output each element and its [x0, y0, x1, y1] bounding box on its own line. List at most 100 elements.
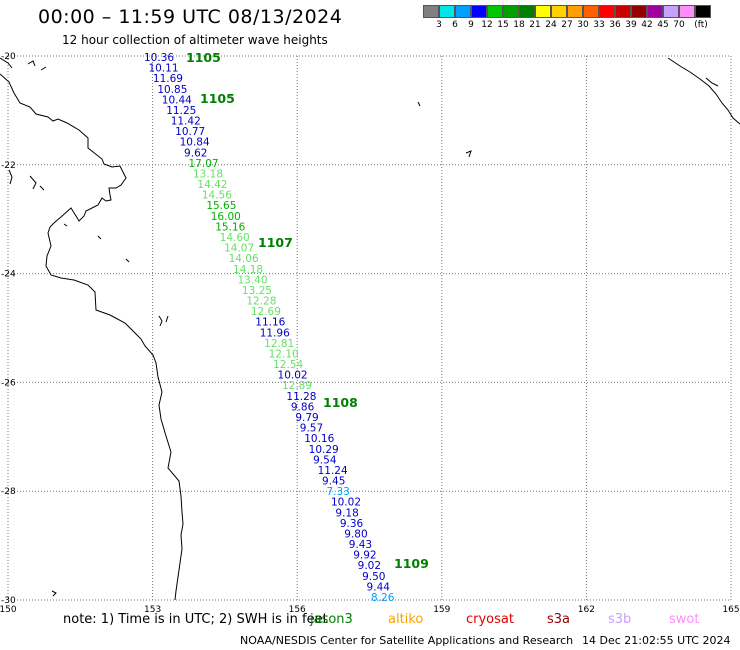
color-legend: 3 6 9 12 15 18 21 24 27 30 33 36 39 42 45 70 (ft) [423, 5, 711, 32]
wave-height-value: 13.25 [242, 285, 272, 297]
legend-tick-label: 33 [593, 20, 605, 30]
legend-tick-label: 24 [545, 20, 557, 30]
wave-height-value: 14.60 [220, 232, 250, 244]
legend-tick-label: 27 [561, 20, 573, 30]
island-fragment [125, 258, 130, 263]
wave-height-value: 9.57 [300, 423, 323, 435]
wave-height-value: 12.28 [246, 296, 276, 308]
page-subtitle: 12 hour collection of altimeter wave hei… [62, 33, 328, 47]
new-caledonia-coastline [667, 57, 740, 125]
legend-swatches [423, 5, 711, 18]
island-fragment [165, 315, 169, 323]
wave-height-value: 14.06 [229, 253, 259, 265]
wave-height-value: 10.77 [175, 126, 205, 138]
wave-height-value: 9.43 [349, 539, 372, 551]
legend-tick-label: 3 [436, 20, 442, 30]
wave-height-value: 12.81 [264, 338, 294, 350]
legend-swatch [423, 5, 439, 18]
wave-height-value: 16.00 [211, 211, 241, 223]
legend-tick-label: 45 [657, 20, 669, 30]
legend-tick-label: 30 [577, 20, 589, 30]
legend-swatch [519, 5, 535, 18]
northern-coast-fragment [0, 57, 13, 69]
wave-height-value: 10.84 [180, 137, 210, 149]
legend-swatch [439, 5, 455, 18]
altimeter-track: 10.3610.1111.6910.8510.4411.2511.4210.77… [144, 52, 395, 604]
satellite-jason3: jason3 [310, 612, 353, 627]
longitude-label: 165 [722, 605, 739, 615]
island-fragment [97, 235, 102, 240]
legend-tick-label: 39 [625, 20, 637, 30]
page-title: 00:00 – 11:59 UTC 08/13/2024 [38, 6, 343, 28]
wave-height-value: 14.18 [233, 264, 263, 276]
island-fragment [40, 66, 47, 71]
pass-time-label: 1105 [186, 50, 221, 65]
legend-swatch [695, 5, 711, 18]
latitude-label: -22 [1, 161, 16, 171]
latitude-label: -28 [1, 487, 16, 497]
wave-height-value: 11.25 [166, 105, 196, 117]
island-fragment [158, 315, 163, 327]
legend-tick-label: 18 [513, 20, 525, 30]
legend-swatch [647, 5, 663, 18]
wave-height-value: 9.62 [184, 147, 207, 159]
wave-height-value: 13.40 [237, 274, 267, 286]
legend-tick-label: 15 [497, 20, 509, 30]
legend-tick-label: 70 [673, 20, 685, 30]
wave-height-value: 11.42 [171, 116, 201, 128]
wave-height-value: 10.16 [304, 433, 334, 445]
wave-height-value: 9.50 [362, 571, 385, 583]
wave-height-value: 11.69 [153, 73, 183, 85]
wave-height-value: 12.54 [273, 359, 303, 371]
wave-height-value: 12.89 [282, 380, 312, 392]
latitude-label: -30 [1, 596, 16, 606]
map-grid: 150 -20 153 -22 156 -24 159 -26 162 -28 165 -30 [0, 52, 740, 615]
island-fragment [8, 169, 13, 185]
wave-height-value: 10.02 [331, 497, 361, 509]
wave-height-value: 9.45 [322, 476, 345, 488]
wave-height-value: 9.80 [344, 528, 367, 540]
island-fragment [39, 185, 45, 191]
wave-height-value: 13.18 [193, 168, 223, 180]
pass-time-labels: 1105 1105 1107 1108 1109 [186, 50, 429, 571]
legend-tick-labels: 3 6 9 12 15 18 21 24 27 30 33 36 39 42 45 70 (ft) [423, 18, 711, 32]
legend-swatch [535, 5, 551, 18]
credit-line: NOAA/NESDIS Center for Satellite Applica… [240, 634, 574, 647]
latitude-label: -24 [1, 270, 16, 280]
legend-swatch [599, 5, 615, 18]
wave-height-value: 10.29 [309, 444, 339, 456]
island-fragment [63, 223, 68, 227]
legend-swatch [631, 5, 647, 18]
wave-height-value: 9.54 [313, 454, 337, 466]
wave-height-value: 7.33 [326, 486, 349, 498]
wave-height-value: 14.07 [224, 243, 254, 255]
wave-height-value: 11.28 [286, 391, 316, 403]
satellite-swot: swot [669, 612, 700, 627]
wave-height-value: 11.24 [318, 465, 348, 477]
wave-height-value: 9.18 [335, 507, 358, 519]
longitude-label: 150 [0, 605, 17, 615]
wave-height-value: 10.44 [162, 94, 192, 106]
legend-tick-label: 6 [452, 20, 458, 30]
wave-height-value: 10.85 [157, 84, 187, 96]
legend-tick-label: 9 [468, 20, 474, 30]
legend-tick-label: 36 [609, 20, 621, 30]
legend-swatch [503, 5, 519, 18]
satellite-altiko: altiko [388, 612, 424, 627]
wave-height-value: 9.44 [367, 581, 391, 593]
latitude-label: -20 [1, 52, 16, 62]
satellite-s3b: s3b [608, 612, 632, 627]
legend-swatch [615, 5, 631, 18]
legend-swatch [583, 5, 599, 18]
wave-height-value: 11.16 [255, 317, 285, 329]
pass-time-label: 1107 [258, 235, 293, 250]
wave-height-value: 9.36 [340, 518, 364, 530]
wave-height-value: 12.69 [251, 306, 281, 318]
latitude-label: -26 [1, 378, 16, 388]
longitude-label: 156 [289, 605, 306, 615]
wave-height-value: 9.86 [291, 401, 315, 413]
wave-height-value: 10.02 [278, 370, 308, 382]
legend-tick-label: 12 [481, 20, 493, 30]
pass-time-label: 1105 [200, 91, 235, 106]
